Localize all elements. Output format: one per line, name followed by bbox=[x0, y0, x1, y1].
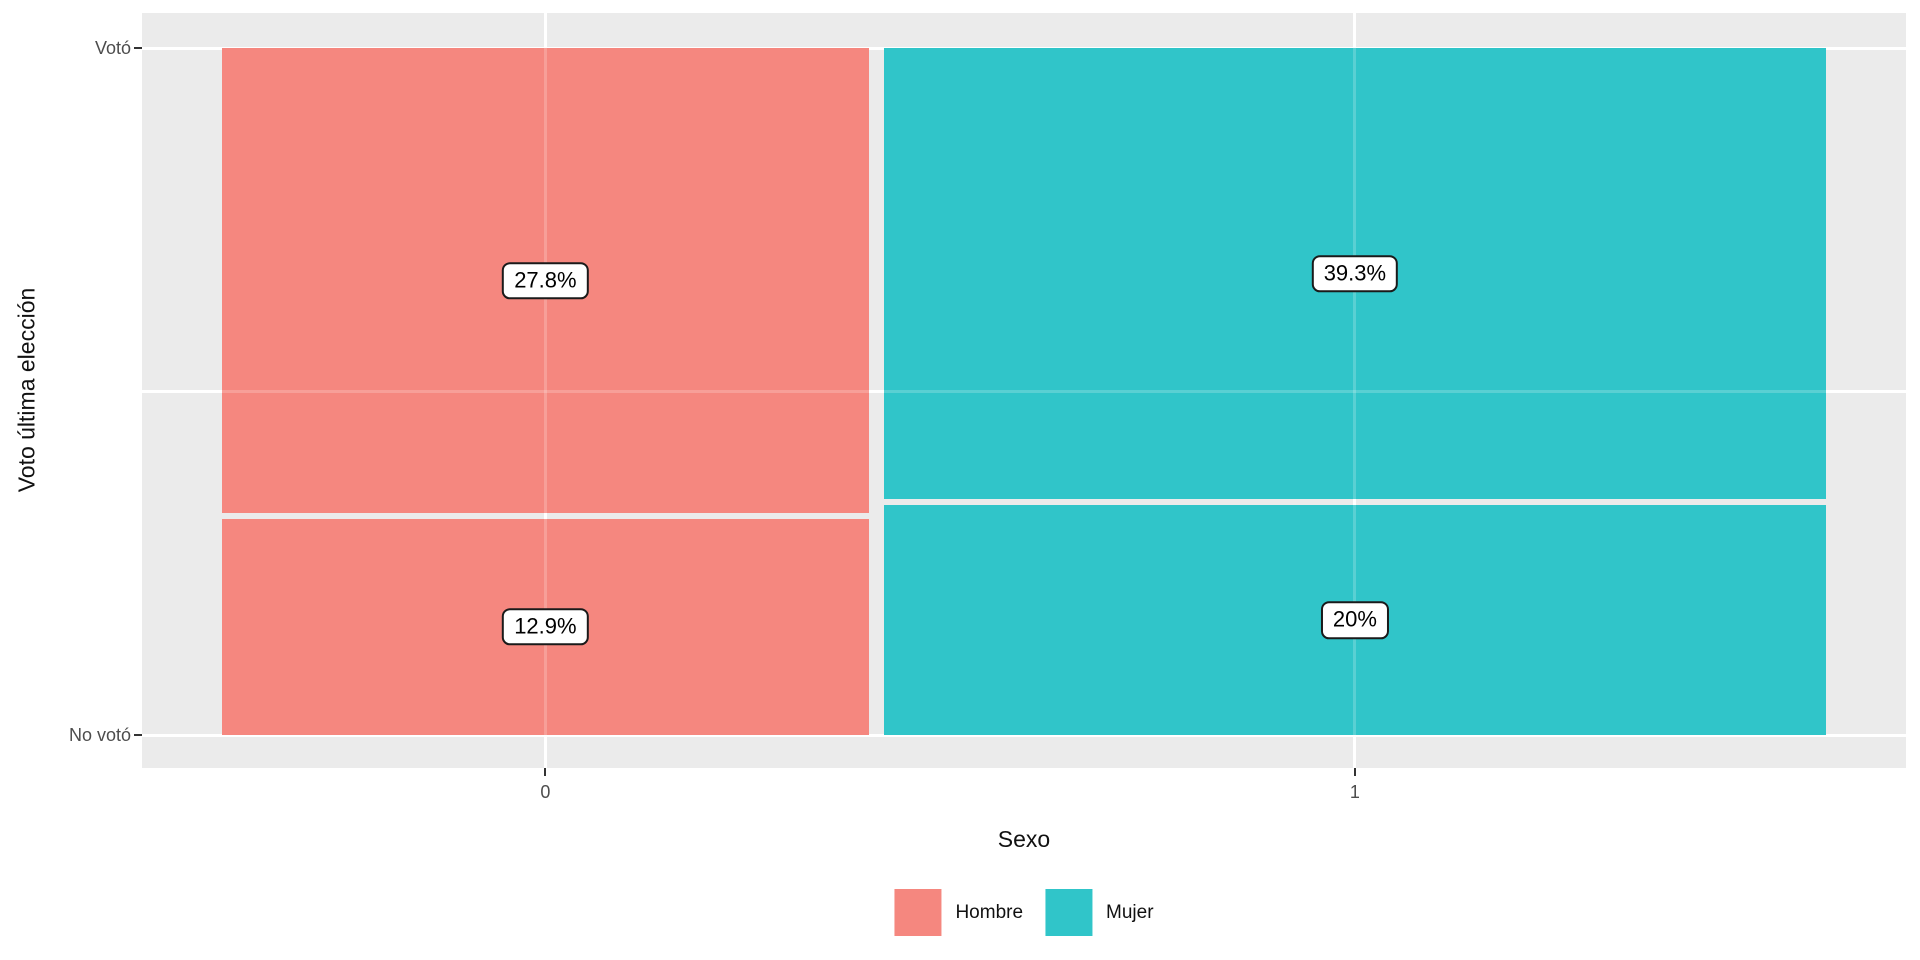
cell-label: 20% bbox=[1320, 601, 1389, 639]
legend-item-label: Hombre bbox=[955, 901, 1024, 923]
x-tick bbox=[544, 768, 547, 776]
legend-key-swatch bbox=[1045, 889, 1093, 936]
legend: Hombre Mujer bbox=[894, 889, 1154, 936]
x-axis-title: Sexo bbox=[997, 826, 1051, 852]
legend-item-label: Mujer bbox=[1106, 901, 1154, 923]
legend-key-swatch bbox=[894, 889, 942, 936]
x-tick-label: 1 bbox=[1349, 782, 1360, 802]
y-tick bbox=[134, 47, 142, 49]
y-tick-label: Votó bbox=[94, 38, 131, 58]
y-tick bbox=[134, 734, 142, 736]
cell-label: 27.8% bbox=[502, 261, 589, 300]
x-tick-label: 0 bbox=[540, 782, 551, 802]
y-axis-title: Voto última elección bbox=[13, 287, 40, 493]
y-tick-label: No votó bbox=[68, 725, 131, 745]
gridline-horizontal bbox=[142, 733, 1906, 737]
cell-label: 12.9% bbox=[502, 608, 589, 646]
legend-item-mujer: Mujer bbox=[1045, 889, 1154, 936]
x-tick bbox=[1353, 768, 1356, 776]
legend-item-hombre: Hombre bbox=[894, 889, 1023, 936]
cell-label: 39.3% bbox=[1311, 254, 1399, 293]
